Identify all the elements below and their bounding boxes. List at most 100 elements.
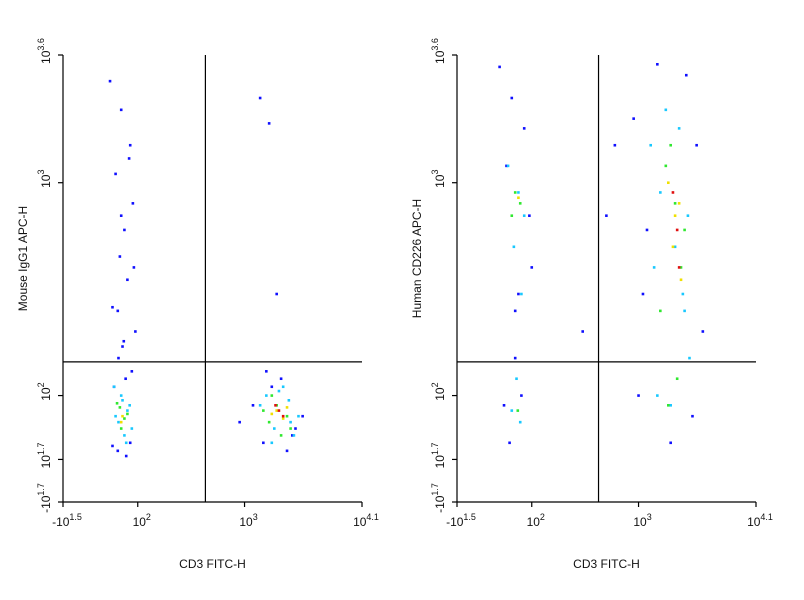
- dot: [289, 427, 292, 430]
- dot: [688, 356, 691, 360]
- dot: [675, 377, 679, 381]
- dot: [513, 309, 517, 313]
- x-tick-label-group: -101.5: [52, 512, 82, 529]
- y-tick-label-base: 10: [39, 174, 53, 188]
- dot: [267, 420, 271, 424]
- dot: [659, 309, 662, 313]
- dot: [530, 266, 534, 269]
- x-tick-label-exponent: 4.1: [760, 512, 773, 522]
- x-tick-label-group: 103: [239, 512, 257, 529]
- dot: [275, 409, 278, 412]
- y-tick-label-group: 101.7: [430, 442, 447, 468]
- dot: [273, 427, 276, 430]
- dot: [581, 330, 585, 333]
- dot: [128, 404, 131, 407]
- dot: [516, 409, 520, 412]
- dot: [659, 191, 662, 194]
- dot: [117, 420, 120, 424]
- y-tick-label: 103: [430, 170, 447, 188]
- dot: [517, 292, 520, 296]
- y-tick-label: -101.7: [430, 483, 447, 513]
- dot: [517, 196, 520, 200]
- dot: [512, 245, 516, 249]
- x-tick-label-group: -101.5: [446, 512, 476, 529]
- x-tick-label-base: 10: [527, 515, 541, 529]
- y-tick-label: 103.6: [36, 38, 53, 64]
- x-tick-label: 104.1: [747, 512, 773, 529]
- dot: [281, 385, 285, 389]
- y-tick-label-group: 101.7: [36, 442, 53, 468]
- x-tick-label-exponent: 1.5: [463, 512, 476, 522]
- dot: [116, 309, 120, 313]
- dot: [126, 278, 129, 282]
- dot: [290, 434, 294, 437]
- x-tick-label: 103: [633, 512, 651, 529]
- dot: [683, 228, 686, 232]
- dot: [510, 409, 514, 412]
- dot: [517, 191, 520, 194]
- x-tick-label-base: 10: [633, 515, 647, 529]
- dot: [128, 143, 132, 147]
- y-tick-label-exponent: 1.7: [36, 442, 46, 455]
- dot: [118, 406, 122, 409]
- dot: [127, 157, 131, 160]
- y-tick-label-group: 103: [36, 170, 53, 188]
- dot: [126, 412, 129, 416]
- dot: [683, 309, 686, 313]
- y-tick-label: 102: [36, 382, 53, 400]
- x-axis-title: CD3 FITC-H: [179, 557, 246, 571]
- dot: [123, 434, 126, 437]
- x-tick-label-base: 10: [239, 515, 253, 529]
- dot: [277, 389, 281, 393]
- x-tick-label-group: 103: [633, 512, 651, 529]
- dot: [632, 117, 635, 120]
- dot: [513, 191, 517, 194]
- dot: [121, 414, 124, 418]
- dot: [522, 214, 526, 217]
- dot: [677, 127, 681, 130]
- x-tick-label-exponent: 3: [253, 512, 258, 522]
- dot: [522, 127, 526, 130]
- dot: [119, 214, 123, 217]
- dot: [130, 370, 134, 373]
- y-tick-label-group: -101.7: [430, 483, 447, 513]
- x-tick-label: -101.5: [52, 512, 82, 529]
- dot: [281, 414, 285, 418]
- dot: [114, 172, 117, 176]
- dot: [262, 409, 265, 412]
- x-tick-label-group: 104.1: [747, 512, 773, 529]
- x-tick-label-base: -10: [446, 515, 464, 529]
- y-tick-label-exponent: 1.7: [36, 483, 46, 496]
- dot: [681, 292, 685, 296]
- dot: [119, 108, 123, 112]
- dot: [267, 122, 271, 125]
- dot: [251, 404, 255, 407]
- dot: [502, 404, 506, 407]
- dot: [265, 370, 268, 373]
- dot: [116, 449, 120, 453]
- y-tick-label: 101.7: [36, 442, 53, 468]
- x-tick-label-base: 10: [133, 515, 147, 529]
- dot: [270, 412, 274, 416]
- dot: [671, 245, 675, 249]
- dot: [505, 164, 508, 168]
- dot: [275, 292, 278, 296]
- dot: [238, 420, 241, 424]
- x-tick-label: 102: [133, 512, 151, 529]
- x-tick-label-base: 10: [353, 515, 367, 529]
- dot: [669, 404, 672, 407]
- dot: [294, 427, 297, 430]
- dot: [513, 356, 517, 360]
- y-tick-label: 103: [36, 170, 53, 188]
- dot: [128, 441, 132, 445]
- x-tick-label-base: -10: [52, 515, 70, 529]
- x-tick-label-exponent: 1.5: [69, 512, 82, 522]
- dot: [673, 214, 677, 217]
- x-tick-label: 103: [239, 512, 257, 529]
- x-tick-label: 104.1: [353, 512, 379, 529]
- dot: [277, 409, 281, 412]
- dot: [669, 441, 672, 445]
- dot: [123, 417, 126, 420]
- y-tick-label-group: -101.7: [36, 483, 53, 513]
